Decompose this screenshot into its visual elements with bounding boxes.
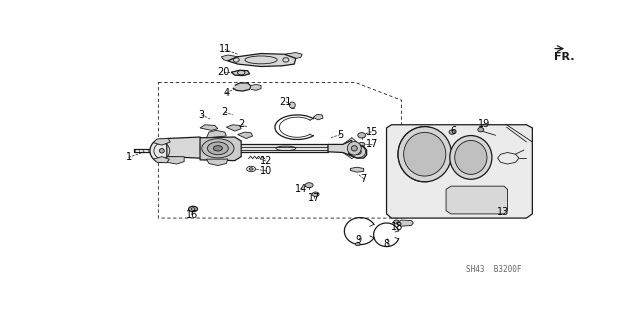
Polygon shape <box>237 132 253 138</box>
Polygon shape <box>228 54 296 67</box>
Text: 9: 9 <box>356 235 362 245</box>
Text: 11: 11 <box>219 44 231 54</box>
Polygon shape <box>200 137 241 160</box>
Polygon shape <box>207 159 228 166</box>
Text: 19: 19 <box>478 119 490 129</box>
Ellipse shape <box>207 142 228 155</box>
Text: 14: 14 <box>294 184 307 194</box>
Text: 21: 21 <box>280 97 292 107</box>
Ellipse shape <box>189 206 198 212</box>
Text: 8: 8 <box>383 239 390 249</box>
Ellipse shape <box>312 192 319 197</box>
Text: FR.: FR. <box>554 52 574 62</box>
Text: 16: 16 <box>186 210 198 220</box>
Polygon shape <box>328 140 352 156</box>
Ellipse shape <box>455 140 487 174</box>
Ellipse shape <box>404 132 446 176</box>
Text: 10: 10 <box>260 166 272 176</box>
Text: 13: 13 <box>497 207 509 217</box>
Text: 7: 7 <box>360 174 367 184</box>
Text: 2: 2 <box>221 107 228 117</box>
Polygon shape <box>154 157 169 163</box>
Polygon shape <box>167 137 205 158</box>
Polygon shape <box>233 83 251 91</box>
Polygon shape <box>200 145 328 152</box>
Text: 20: 20 <box>218 67 230 77</box>
Polygon shape <box>231 70 250 76</box>
Ellipse shape <box>202 139 234 158</box>
Ellipse shape <box>249 168 253 170</box>
Polygon shape <box>313 115 323 120</box>
Ellipse shape <box>450 136 492 179</box>
Text: 18: 18 <box>391 222 404 232</box>
Ellipse shape <box>355 243 360 246</box>
Ellipse shape <box>394 220 399 224</box>
Text: 3: 3 <box>198 110 205 120</box>
Ellipse shape <box>358 133 365 138</box>
Text: 2: 2 <box>238 119 244 129</box>
Ellipse shape <box>358 142 365 146</box>
Polygon shape <box>221 55 237 61</box>
Text: 6: 6 <box>450 126 456 136</box>
Text: 12: 12 <box>260 156 272 166</box>
Text: SH43  B3200F: SH43 B3200F <box>467 265 522 274</box>
Ellipse shape <box>348 142 361 155</box>
Ellipse shape <box>305 183 313 188</box>
Text: 1: 1 <box>125 152 132 162</box>
Ellipse shape <box>398 127 451 182</box>
Text: 4: 4 <box>223 88 229 98</box>
Ellipse shape <box>449 130 455 134</box>
Text: 17: 17 <box>365 139 378 149</box>
Ellipse shape <box>478 128 484 132</box>
Polygon shape <box>396 220 413 226</box>
Ellipse shape <box>159 149 164 153</box>
Polygon shape <box>154 138 170 145</box>
Text: 17: 17 <box>308 193 320 204</box>
Text: 15: 15 <box>365 127 378 137</box>
Polygon shape <box>284 53 302 58</box>
Polygon shape <box>251 85 261 90</box>
Polygon shape <box>200 125 218 130</box>
Ellipse shape <box>351 145 357 151</box>
Polygon shape <box>446 186 508 214</box>
Polygon shape <box>227 125 241 131</box>
Text: 5: 5 <box>337 130 344 140</box>
Polygon shape <box>350 167 364 172</box>
Ellipse shape <box>150 139 173 162</box>
Ellipse shape <box>355 149 361 154</box>
Polygon shape <box>349 145 367 158</box>
Ellipse shape <box>289 102 295 108</box>
Polygon shape <box>387 125 532 218</box>
Ellipse shape <box>213 145 222 151</box>
Polygon shape <box>167 157 184 164</box>
Polygon shape <box>207 130 227 138</box>
